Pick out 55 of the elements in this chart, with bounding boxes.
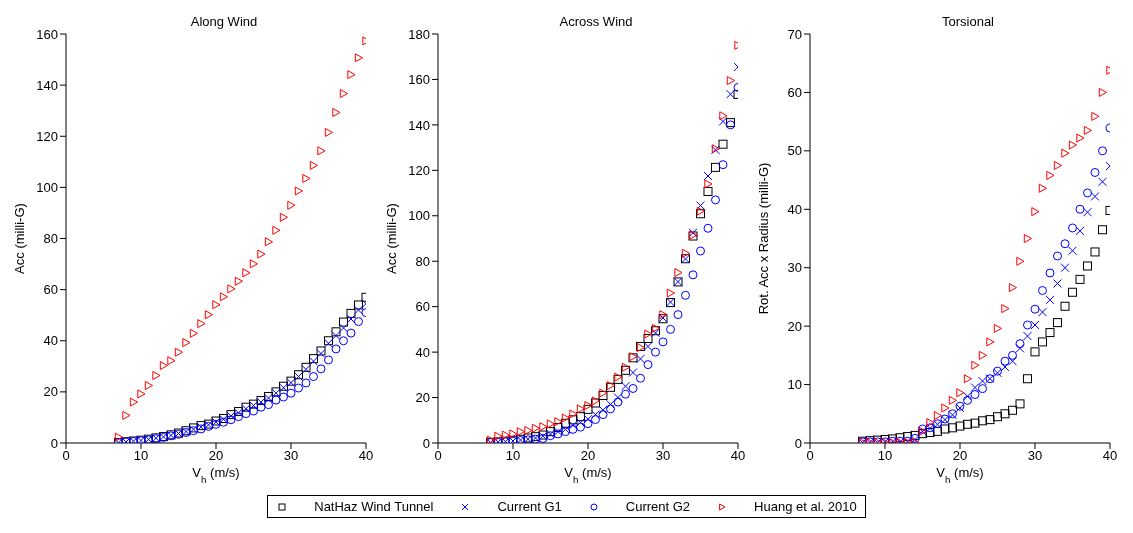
- x-axis-title: V$_{h}$ (m/s): [192, 465, 240, 485]
- y-tick-label: 0: [422, 435, 430, 451]
- y-tick-label: 60: [43, 282, 58, 298]
- x-tick-label: 0: [62, 448, 70, 464]
- y-axis-title: Acc (milli-G): [12, 203, 27, 274]
- y-tick-label: 100: [408, 208, 430, 224]
- y-tick-label: 120: [408, 162, 430, 178]
- y-tick-label: 80: [43, 231, 58, 247]
- y-tick-label: 60: [415, 299, 430, 315]
- x-tick-label: 0: [434, 448, 442, 464]
- legend-label: Current G2: [625, 499, 691, 514]
- y-tick-label: 60: [787, 85, 802, 101]
- y-tick-label: 120: [36, 128, 58, 144]
- x-tick-label: 40: [358, 448, 374, 464]
- y-tick-label: 80: [415, 253, 430, 269]
- x-axis-title: V$_{h}$ (m/s): [564, 465, 612, 485]
- y-tick-label: 40: [415, 344, 430, 360]
- x-tick-label: 40: [1102, 448, 1118, 464]
- legend-label: Current G1: [497, 499, 562, 514]
- x-tick-label: 20: [952, 448, 968, 464]
- x-tick-label: 30: [1027, 448, 1043, 464]
- x-tick-label: 10: [133, 448, 149, 464]
- chart-title: Across Wind: [558, 14, 634, 29]
- y-tick-label: 30: [787, 260, 802, 276]
- x-tick-label: 30: [655, 448, 671, 464]
- chart-title: Torsional: [941, 14, 995, 29]
- legend-label: NatHaz Wind Tunnel: [314, 499, 434, 514]
- x-tick-label: 10: [877, 448, 893, 464]
- x-tick-label: 40: [730, 448, 746, 464]
- y-tick-label: 140: [408, 117, 430, 133]
- y-tick-label: 160: [36, 26, 58, 42]
- x-tick-label: 30: [283, 448, 299, 464]
- legend-label: Huang et al. 2010: [754, 499, 857, 514]
- x-tick-label: 20: [580, 448, 596, 464]
- y-tick-label: 160: [408, 72, 430, 88]
- y-tick-label: 20: [787, 318, 802, 334]
- y-tick-label: 180: [408, 26, 430, 42]
- y-tick-label: 140: [36, 77, 58, 93]
- x-tick-label: 0: [806, 448, 814, 464]
- y-tick-label: 100: [36, 179, 58, 195]
- chart-title: Along Wind: [189, 14, 259, 29]
- y-tick-label: 70: [787, 26, 802, 42]
- y-tick-label: 20: [43, 384, 58, 400]
- y-axis-title: Rot. Acc x Radius (milli-G): [756, 162, 771, 315]
- y-tick-label: 50: [787, 143, 802, 159]
- y-tick-label: 40: [43, 333, 58, 349]
- x-axis-title: V$_{h}$ (m/s): [936, 465, 984, 485]
- y-tick-label: 0: [794, 435, 802, 451]
- x-tick-label: 10: [505, 448, 521, 464]
- x-tick-label: 20: [208, 448, 224, 464]
- y-tick-label: 40: [787, 201, 802, 217]
- y-tick-label: 20: [415, 390, 430, 406]
- y-axis-title: Acc (milli-G): [384, 203, 399, 274]
- y-tick-label: 0: [50, 435, 58, 451]
- y-tick-label: 10: [787, 377, 802, 393]
